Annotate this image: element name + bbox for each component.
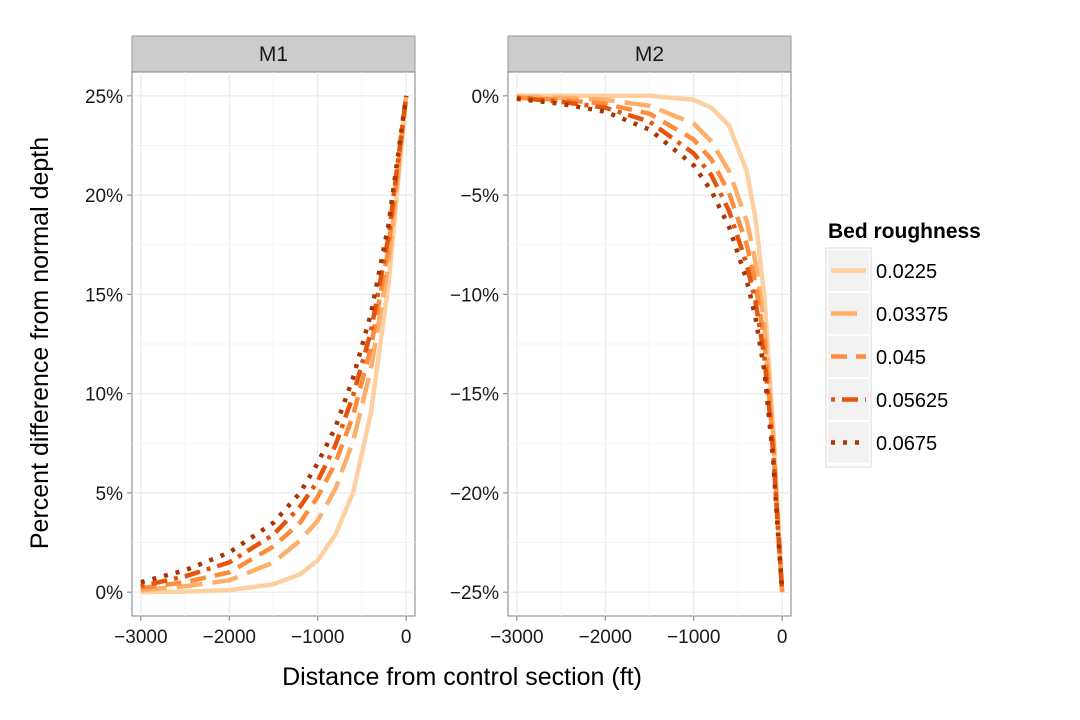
series-line-0.0225 — [516, 93, 785, 593]
legend-label: 0.0675 — [876, 433, 937, 455]
legend-item: 0.05625 — [826, 377, 948, 422]
facet-strip-label: M1 — [259, 43, 288, 66]
series-line-0.03375 — [140, 95, 409, 593]
y-tick-label: 5% — [96, 484, 124, 505]
legend-label: 0.045 — [876, 347, 926, 369]
series-line-0.0675 — [140, 95, 409, 585]
y-tick-label: 10% — [85, 385, 123, 406]
legend-item: 0.03375 — [826, 291, 948, 336]
x-tick-label: −3000 — [114, 627, 167, 648]
legend-label: 0.0225 — [876, 261, 937, 283]
legend-keys: 0.0225 0.03375 0.045 0.05625 0.0675 — [825, 247, 948, 468]
x-tick-label: −1000 — [291, 627, 344, 648]
y-tick-label: 0% — [472, 87, 500, 108]
legend-border — [825, 247, 872, 468]
y-tick-label: 20% — [85, 186, 123, 207]
facet-strip — [131, 35, 416, 73]
y-tick-label: −20% — [450, 484, 499, 505]
x-tick-label: 0 — [401, 627, 412, 648]
panel-M2: M2 −3000 −2000 −1000 0 0% −5% −10% −15% −20% −25% — [450, 35, 792, 648]
series-line-0.0225 — [140, 95, 409, 595]
panels-layer: M1 −3000 −2000 −1000 0 0% 5% 10% 15% 20% 25% M2 −300… — [85, 35, 792, 648]
legend-title: Bed roughness — [828, 220, 981, 243]
y-tick-label: −10% — [450, 285, 499, 306]
y-tick-label: −25% — [450, 583, 499, 604]
x-tick-label: −2000 — [203, 627, 256, 648]
y-tick-label: 25% — [85, 87, 123, 108]
y-tick-label: 15% — [85, 285, 123, 306]
y-axis-title: Percent difference from normal depth — [26, 137, 54, 549]
legend-item: 0.0225 — [826, 248, 937, 293]
facet-strip-label: M2 — [635, 43, 664, 66]
x-axis-title: Distance from control section (ft) — [282, 663, 642, 691]
legend-label: 0.03375 — [876, 304, 948, 326]
y-tick-label: −5% — [460, 186, 499, 207]
series-line-0.0675 — [516, 96, 785, 593]
x-tick-label: 0 — [777, 627, 788, 648]
x-tick-label: −2000 — [579, 627, 632, 648]
legend-label: 0.05625 — [876, 390, 948, 412]
legend: Bed roughness 0.02250.033750.0450.056250… — [825, 220, 981, 468]
legend-item: 0.0675 — [826, 420, 937, 465]
series-line-0.05625 — [516, 95, 785, 593]
series-line-0.045 — [140, 95, 409, 591]
legend-item: 0.045 — [826, 334, 926, 379]
panel-M1: M1 −3000 −2000 −1000 0 0% 5% 10% 15% 20% 25% — [85, 35, 416, 648]
y-tick-label: −15% — [450, 385, 499, 406]
x-tick-label: −1000 — [667, 627, 720, 648]
facet-strip — [507, 35, 792, 73]
x-tick-label: −3000 — [490, 627, 543, 648]
y-tick-label: 0% — [96, 583, 124, 604]
